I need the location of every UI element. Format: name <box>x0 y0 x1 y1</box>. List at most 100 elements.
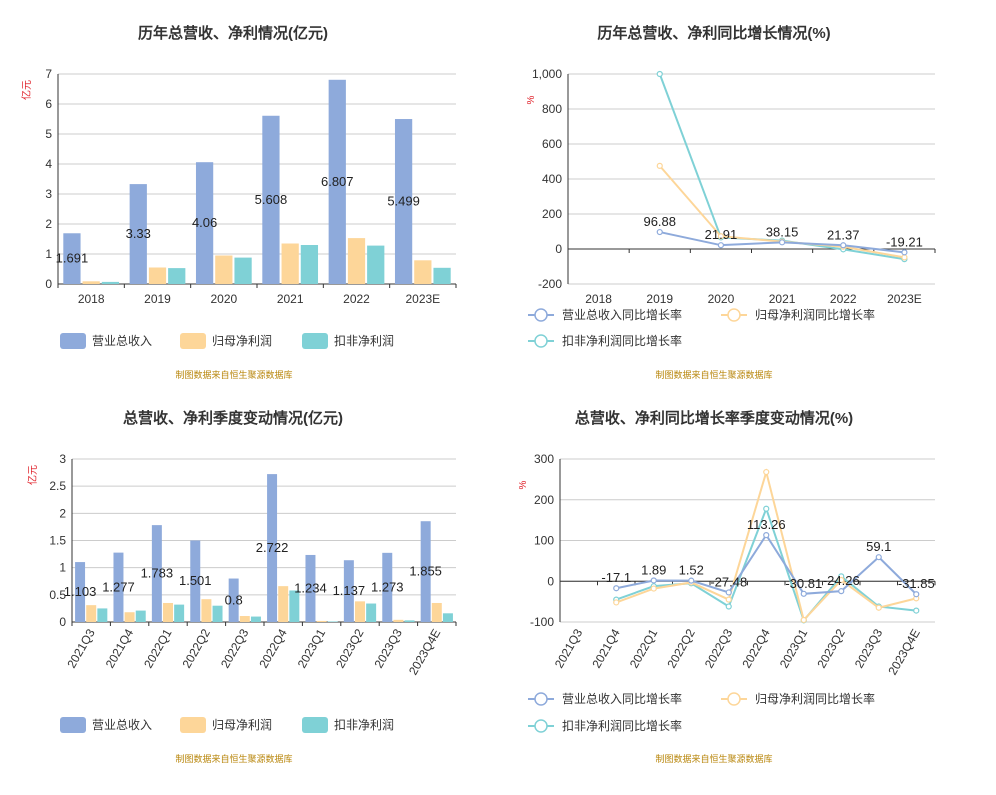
data-label: 1.137 <box>333 583 366 598</box>
bar-归母净利润 <box>201 599 212 622</box>
x-tick-label: 2022 <box>830 292 857 306</box>
y-tick-label: 2 <box>59 506 66 520</box>
x-tick-label: 2018 <box>78 292 105 306</box>
chart-title: 总营收、净利同比增长率季度变动情况(%) <box>575 409 853 427</box>
point-营业总收入同比增长率 <box>656 228 663 236</box>
legend-label: 归母净利润同比增长率 <box>755 307 875 322</box>
data-label: -17.1 <box>601 570 631 585</box>
chart-annual_growth: 历年总营收、净利同比增长情况(%)% -200 0 200 400 600 800 1,000… <box>526 24 936 380</box>
data-label: 1.855 <box>409 564 442 579</box>
data-label: 1.691 <box>56 251 89 266</box>
bar-扣非净利润 <box>404 620 415 622</box>
y-tick-label: 0 <box>45 277 52 291</box>
bar-营业总收入 <box>305 554 316 622</box>
y-tick-label: 0.5 <box>49 588 66 602</box>
legend-marker <box>727 308 741 322</box>
bar-归母净利润 <box>414 260 432 284</box>
data-label: 21.91 <box>705 227 738 242</box>
point-营业总收入同比增长率 <box>840 242 847 249</box>
y-tick-label: 800 <box>542 102 562 116</box>
point-归母净利润同比增长率 <box>613 599 620 606</box>
x-tick-label: 2022Q4 <box>739 626 773 670</box>
bar-营业总收入 <box>190 540 201 622</box>
chart-title: 历年总营收、净利同比增长情况(%) <box>597 24 830 42</box>
bar-扣非净利润 <box>97 608 108 622</box>
x-tick-label: 2021Q4 <box>589 626 623 670</box>
legend-item[interactable]: 归母净利润 <box>180 333 272 349</box>
bar-归母净利润 <box>431 602 442 622</box>
y-tick-label: 600 <box>542 137 562 151</box>
point-营业总收入同比增长率 <box>800 590 807 597</box>
legend-swatch <box>60 333 86 349</box>
legend-item[interactable]: 扣非净利润 <box>302 333 394 349</box>
data-label: 4.06 <box>192 215 217 230</box>
bar-营业总收入 <box>151 525 162 622</box>
chart-title: 历年总营收、净利情况(亿元) <box>138 24 328 42</box>
data-label: 21.37 <box>827 227 860 242</box>
chart-quarterly_growth: 总营收、净利同比增长率季度变动情况(%)% -100 0 100 200 300 2021Q… <box>518 409 936 764</box>
legend-label: 扣非净利润同比增长率 <box>562 333 682 348</box>
point-归母净利润同比增长率 <box>800 616 807 624</box>
bar-扣非净利润 <box>366 603 377 622</box>
unit-label: 亿元 <box>20 80 33 100</box>
data-label: 3.33 <box>126 226 151 241</box>
bar-扣非净利润 <box>174 604 185 622</box>
x-tick-label: 2021Q3 <box>552 626 586 670</box>
y-tick-label: 6 <box>45 97 52 111</box>
y-tick-label: 1 <box>45 247 52 261</box>
y-tick-label: 1,000 <box>532 67 562 81</box>
point-归母净利润同比增长率 <box>763 468 770 476</box>
x-tick-label: 2023Q4E <box>885 627 922 678</box>
point-营业总收入同比增长率 <box>901 249 908 256</box>
legend-item[interactable]: 营业总收入 <box>60 717 152 733</box>
point-归母净利润同比增长率 <box>838 576 845 584</box>
point-营业总收入同比增长率 <box>838 588 845 595</box>
bar-营业总收入 <box>228 578 239 622</box>
bar-归母净利润 <box>281 243 299 284</box>
bar-归母净利润 <box>239 616 250 622</box>
bar-营业总收入 <box>129 184 147 284</box>
x-tick-label: 2022Q2 <box>180 626 214 670</box>
data-label: 2.722 <box>256 540 289 555</box>
chart-annual_values: 历年总营收、净利情况(亿元) 亿元 0 1 2 3 4 5 6 7 2018 2019 2020 2021… <box>20 24 457 380</box>
x-tick-label: 2020 <box>708 292 735 306</box>
legend-item[interactable]: 归母净利润同比增长率 <box>721 691 875 706</box>
x-tick-label: 2021 <box>277 292 304 306</box>
legend-label: 归母净利润同比增长率 <box>755 691 875 706</box>
legend-item[interactable]: 归母净利润 <box>180 717 272 733</box>
bar-营业总收入 <box>262 115 280 284</box>
x-tick-label: 2023Q2 <box>814 626 848 670</box>
data-label: 59.1 <box>866 539 891 554</box>
legend-swatch <box>180 333 206 349</box>
y-tick-label: 0 <box>59 615 66 629</box>
point-归母净利润同比增长率 <box>901 254 908 261</box>
data-label: -31.85 <box>898 576 935 591</box>
point-归母净利润同比增长率 <box>875 604 882 611</box>
legend-item[interactable]: 扣非净利润 <box>302 717 394 733</box>
y-tick-label: 1 <box>59 561 66 575</box>
data-label: 1.103 <box>64 584 97 599</box>
legend-item[interactable]: 营业总收入同比增长率 <box>528 691 682 706</box>
legend-item[interactable]: 营业总收入同比增长率 <box>528 307 682 322</box>
point-归母净利润同比增长率 <box>656 162 663 169</box>
y-tick-label: 400 <box>542 172 562 186</box>
bar-归母净利润 <box>124 612 135 622</box>
point-扣非净利润同比增长率 <box>763 505 770 512</box>
legend-item[interactable]: 归母净利润同比增长率 <box>721 307 875 322</box>
y-tick-label: 3 <box>45 187 52 201</box>
legend-item[interactable]: 扣非净利润同比增长率 <box>528 333 682 348</box>
bar-归母净利润 <box>316 620 327 622</box>
legend-item[interactable]: 扣非净利润同比增长率 <box>528 718 682 733</box>
bar-营业总收入 <box>394 119 413 284</box>
point-营业总收入同比增长率 <box>717 242 725 249</box>
legend-label: 营业总收入同比增长率 <box>562 307 682 322</box>
legend-item[interactable]: 营业总收入 <box>60 333 152 349</box>
bar-扣非净利润 <box>289 590 300 622</box>
x-tick-label: 2022Q1 <box>627 626 661 670</box>
bar-扣非净利润 <box>234 257 252 284</box>
x-tick-label: 2018 <box>585 292 612 306</box>
point-营业总收入同比增长率 <box>875 554 882 561</box>
point-营业总收入同比增长率 <box>725 589 732 596</box>
x-tick-label: 2023E <box>887 292 922 306</box>
bar-归母净利润 <box>215 255 233 284</box>
